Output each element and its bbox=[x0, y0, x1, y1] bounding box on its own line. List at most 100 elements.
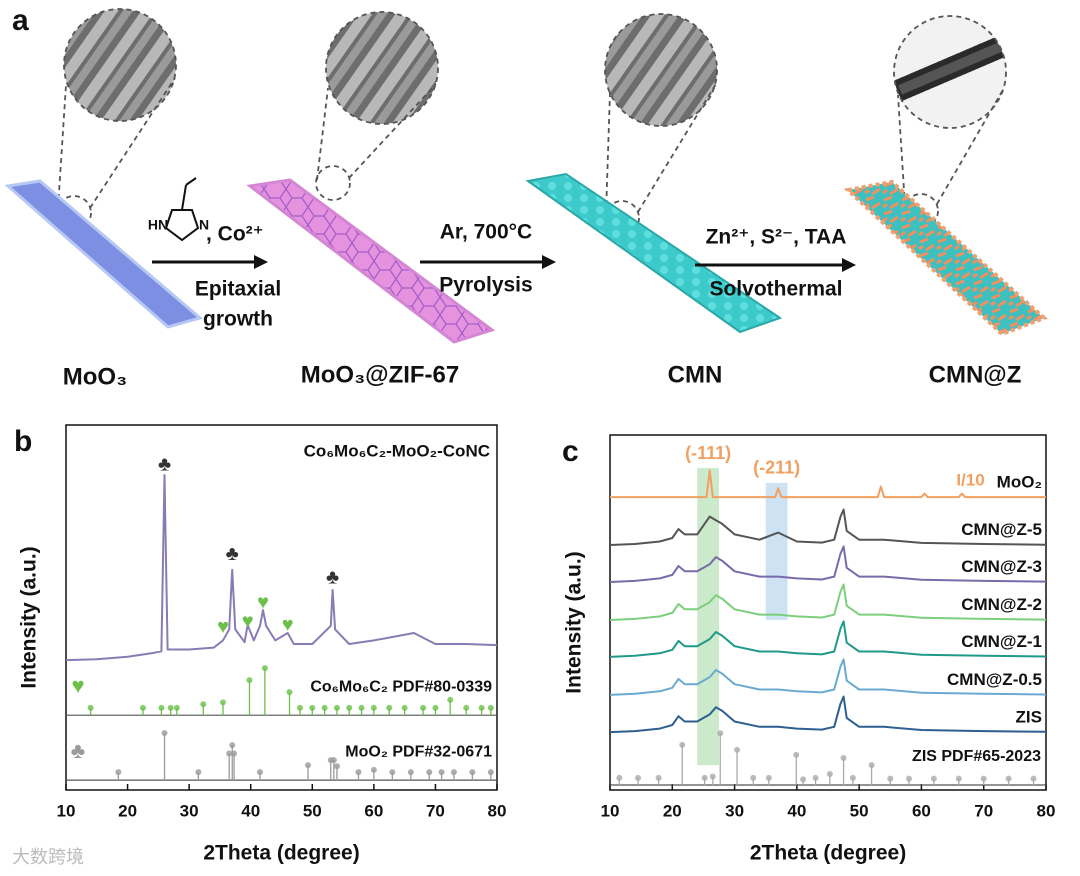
y-axis-label: Intensity (a.u.) bbox=[563, 551, 586, 693]
reference-dot bbox=[469, 769, 476, 776]
reference-dot bbox=[635, 774, 642, 781]
reference-dot bbox=[765, 774, 772, 781]
reference-dot bbox=[246, 677, 253, 684]
reference-symbol: ♣ bbox=[71, 738, 85, 763]
panel-label: a bbox=[12, 4, 29, 37]
reference-dot bbox=[333, 704, 340, 711]
xrd-curve bbox=[609, 545, 1047, 583]
reference-dot bbox=[701, 774, 708, 781]
reference-dot bbox=[800, 776, 807, 783]
reference-dot bbox=[309, 704, 316, 711]
reference-dot bbox=[826, 771, 833, 778]
reference-dot bbox=[616, 774, 623, 781]
condition: growth bbox=[203, 308, 273, 331]
reference-dot bbox=[195, 769, 202, 776]
arrows bbox=[152, 255, 856, 272]
reference-dot bbox=[355, 769, 362, 776]
series-label: Co₆Mo₆C₂-MoO₂-CoNC bbox=[304, 441, 490, 460]
reference-label: MoO₂ PDF#32-0671 bbox=[345, 743, 492, 760]
reference-dot bbox=[229, 742, 236, 749]
sem-inset bbox=[326, 12, 438, 124]
peak-marker: ♥ bbox=[282, 614, 294, 636]
x-tick-label: 30 bbox=[180, 801, 199, 820]
reference-dot bbox=[87, 704, 94, 711]
x-tick-label: 60 bbox=[364, 801, 383, 820]
reference-dot bbox=[226, 750, 233, 757]
series-label: CMN@Z-1 bbox=[961, 632, 1042, 651]
y-axis-label: Intensity (a.u.) bbox=[18, 546, 41, 688]
reference-dot bbox=[840, 755, 847, 762]
reference-dot bbox=[812, 774, 819, 781]
reference-label: ZIS PDF#65-2023 bbox=[912, 748, 1041, 765]
scale-label: I/10 bbox=[956, 471, 984, 490]
reference-dot bbox=[905, 775, 912, 782]
reference-dot bbox=[261, 665, 268, 672]
reference-dot bbox=[487, 769, 494, 776]
zif-belt bbox=[246, 178, 496, 344]
peak-marker: ♥ bbox=[242, 610, 254, 632]
reagent: , Co²⁺ bbox=[206, 223, 264, 246]
reference-dot bbox=[139, 704, 146, 711]
x-tick-label: 70 bbox=[426, 801, 445, 820]
series-label: CMN@Z-2 bbox=[961, 595, 1042, 614]
step-label: MoO₃ bbox=[63, 363, 127, 390]
atom-label: HN bbox=[148, 217, 168, 233]
reference-dot bbox=[980, 775, 987, 782]
reference-dot bbox=[167, 704, 174, 711]
reference-dot bbox=[401, 704, 408, 711]
x-tick-label: 80 bbox=[488, 801, 507, 820]
series-label: CMN@Z-3 bbox=[961, 557, 1042, 576]
plot-frame bbox=[609, 434, 1047, 791]
reference-dot bbox=[750, 774, 757, 781]
highlight-band bbox=[697, 468, 719, 766]
x-axis-label: 2Theta (degree) bbox=[750, 842, 906, 865]
highlight-band bbox=[765, 482, 788, 620]
reference-dot bbox=[717, 730, 724, 737]
reference-dot bbox=[158, 704, 165, 711]
x-tick-label: 20 bbox=[663, 801, 682, 820]
zoom-lines bbox=[56, 8, 1007, 236]
reference-dot bbox=[679, 741, 686, 748]
reference-dot bbox=[463, 704, 470, 711]
xrd-curve bbox=[609, 583, 1047, 621]
xrd-curve bbox=[609, 695, 1047, 734]
moo3-belt bbox=[4, 179, 204, 329]
reference-dot bbox=[389, 769, 396, 776]
reference-dot bbox=[370, 704, 377, 711]
reference-dot bbox=[955, 775, 962, 782]
reference-dot bbox=[1005, 775, 1012, 782]
reference-dot bbox=[296, 704, 303, 711]
series-label: ZIS bbox=[1016, 707, 1042, 726]
reference-dot bbox=[358, 704, 365, 711]
reagent: Zn²⁺, S²⁻, TAA bbox=[706, 226, 847, 249]
step-label: MoO₃@ZIF-67 bbox=[301, 361, 460, 388]
peak-marker: ♥ bbox=[217, 616, 229, 638]
watermark: 大数跨境 bbox=[12, 847, 84, 867]
condition: Solvothermal bbox=[709, 278, 842, 301]
reference-dot bbox=[478, 704, 485, 711]
sem-inset bbox=[64, 9, 176, 121]
reference-dot bbox=[115, 769, 122, 776]
reference-dot bbox=[887, 775, 894, 782]
x-tick-label: 20 bbox=[118, 801, 137, 820]
plane-label: (-111) bbox=[685, 443, 731, 463]
reference-dot bbox=[304, 762, 311, 769]
reference-dot bbox=[220, 699, 227, 706]
cmnz-belt bbox=[843, 179, 1048, 337]
peak-marker: ♣ bbox=[158, 453, 171, 475]
plane-label: (-211) bbox=[753, 458, 800, 478]
reference-dot bbox=[447, 696, 454, 703]
series-label: CMN@Z-5 bbox=[961, 520, 1042, 539]
step-label: CMN@Z bbox=[929, 361, 1022, 388]
x-axis-label: 2Theta (degree) bbox=[203, 842, 359, 865]
x-tick-label: 10 bbox=[601, 801, 620, 820]
reference-dot bbox=[256, 769, 263, 776]
reference-dot bbox=[450, 769, 457, 776]
x-tick-label: 30 bbox=[725, 801, 744, 820]
sem-inset bbox=[605, 14, 717, 126]
peak-marker: ♣ bbox=[226, 543, 239, 565]
atom-label: N bbox=[199, 217, 209, 233]
reference-dot bbox=[286, 689, 293, 696]
reference-dot bbox=[655, 774, 662, 781]
